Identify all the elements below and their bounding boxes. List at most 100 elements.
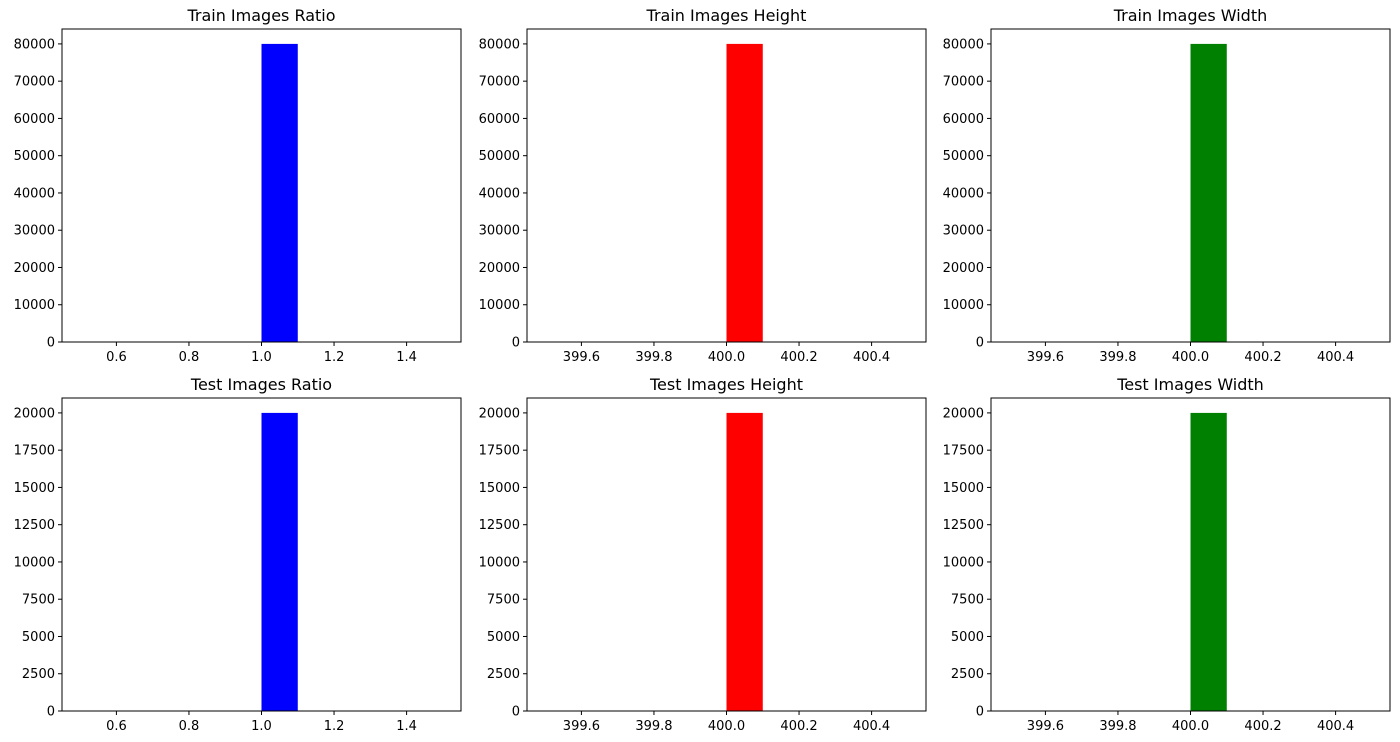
y-tick-label: 70000 [479,75,520,90]
x-tick-label: 0.6 [106,719,127,734]
y-tick-label: 40000 [14,186,55,201]
y-tick-label: 80000 [943,37,984,52]
x-tick-label: 1.2 [324,719,345,734]
y-tick-label: 5000 [487,630,520,645]
histogram-bar [261,43,298,343]
chart-title: Train Images Height [646,6,807,25]
y-tick-label: 20000 [943,406,984,421]
x-tick-label: 399.6 [1027,350,1064,365]
chart-panel: Train Images Height 0 10000 20000 30000 40000… [479,6,927,365]
y-tick-label: 0 [512,336,520,351]
x-tick-label: 400.2 [1244,350,1281,365]
x-tick-label: 400.4 [853,350,890,365]
chart-title: Train Images Ratio [186,6,335,25]
chart-title: Test Images Width [1116,375,1264,394]
x-tick-label: 400.4 [1317,719,1354,734]
histogram-bar [261,412,298,711]
y-tick-label: 2500 [487,667,520,682]
y-tick-label: 20000 [479,261,520,276]
x-tick-label: 1.4 [396,350,417,365]
y-tick-label: 5000 [22,630,55,645]
x-tick-label: 400.2 [780,719,817,734]
x-tick-label: 399.8 [635,719,672,734]
y-tick-label: 15000 [14,481,55,496]
y-tick-label: 7500 [487,593,520,608]
chart-panel: Train Images Ratio 0 10000 20000 30000 40000 5… [14,6,462,365]
y-tick-label: 80000 [14,37,55,52]
y-tick-label: 70000 [943,75,984,90]
y-tick-label: 0 [512,705,520,720]
y-tick-label: 10000 [943,555,984,570]
histogram-bar [726,412,763,711]
chart-panel: Test Images Height 0 2500 5000 7500 10000 1250… [479,375,927,734]
y-tick-label: 50000 [14,149,55,164]
x-tick-label: 399.6 [563,350,600,365]
y-tick-label: 60000 [14,112,55,127]
histogram-bar [1190,412,1227,711]
y-tick-label: 10000 [479,555,520,570]
x-tick-label: 400.0 [708,719,745,734]
y-tick-label: 15000 [943,481,984,496]
x-tick-label: 399.8 [635,350,672,365]
histogram-bar [1190,43,1227,343]
x-tick-label: 1.4 [396,719,417,734]
y-tick-label: 20000 [943,261,984,276]
y-tick-label: 50000 [479,149,520,164]
chart-panel: Train Images Width 0 10000 20000 30000 40000 5… [943,6,1391,365]
chart-panel: Test Images Width 0 2500 5000 7500 10000 12500… [943,375,1391,734]
y-tick-label: 0 [976,705,984,720]
y-tick-label: 60000 [943,112,984,127]
chart-title: Test Images Height [649,375,803,394]
histogram-bar [726,43,763,343]
chart-title: Train Images Width [1113,6,1268,25]
y-tick-label: 0 [47,336,55,351]
y-tick-label: 40000 [479,186,520,201]
x-tick-label: 399.8 [1099,350,1136,365]
y-tick-label: 2500 [22,667,55,682]
x-tick-label: 1.2 [324,350,345,365]
y-tick-label: 30000 [14,224,55,239]
x-tick-label: 399.8 [1099,719,1136,734]
y-tick-label: 70000 [14,75,55,90]
y-tick-label: 0 [47,705,55,720]
x-tick-label: 400.4 [853,719,890,734]
y-tick-label: 17500 [943,444,984,459]
x-tick-label: 400.0 [708,350,745,365]
y-tick-label: 15000 [479,481,520,496]
y-tick-label: 10000 [14,555,55,570]
y-tick-label: 40000 [943,186,984,201]
y-tick-label: 5000 [951,630,984,645]
y-tick-label: 30000 [479,224,520,239]
y-tick-label: 2500 [951,667,984,682]
x-tick-label: 0.8 [179,350,200,365]
y-tick-label: 0 [976,336,984,351]
y-tick-label: 60000 [479,112,520,127]
x-tick-label: 399.6 [1027,719,1064,734]
x-tick-label: 400.0 [1172,719,1209,734]
chart-title: Test Images Ratio [190,375,332,394]
x-tick-label: 400.2 [1244,719,1281,734]
chart-panel: Test Images Ratio 0 2500 5000 7500 10000 12500… [14,375,462,734]
y-tick-label: 12500 [479,518,520,533]
x-tick-label: 1.0 [251,350,272,365]
y-tick-label: 12500 [14,518,55,533]
y-tick-label: 20000 [14,261,55,276]
y-tick-label: 7500 [951,593,984,608]
y-tick-label: 7500 [22,593,55,608]
x-tick-label: 1.0 [251,719,272,734]
y-tick-label: 17500 [479,444,520,459]
y-tick-label: 10000 [479,298,520,313]
y-tick-label: 17500 [14,444,55,459]
x-tick-label: 400.0 [1172,350,1209,365]
y-tick-label: 10000 [14,298,55,313]
y-tick-label: 12500 [943,518,984,533]
x-tick-label: 0.6 [106,350,127,365]
y-tick-label: 10000 [943,298,984,313]
y-tick-label: 80000 [479,37,520,52]
y-tick-label: 20000 [479,406,520,421]
x-tick-label: 0.8 [179,719,200,734]
x-tick-label: 399.6 [563,719,600,734]
x-tick-label: 400.2 [780,350,817,365]
y-tick-label: 20000 [14,406,55,421]
